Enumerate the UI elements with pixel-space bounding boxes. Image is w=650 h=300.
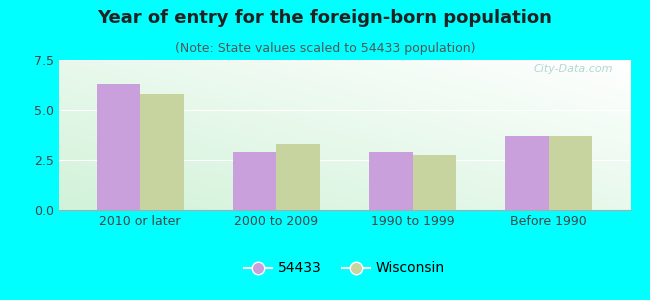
Bar: [233, 152, 276, 210]
Bar: [276, 144, 320, 210]
Legend: 54433, Wisconsin: 54433, Wisconsin: [239, 256, 450, 281]
Bar: [413, 155, 456, 210]
Text: City-Data.com: City-Data.com: [534, 64, 614, 74]
Bar: [505, 136, 549, 210]
Bar: [369, 152, 413, 210]
Text: (Note: State values scaled to 54433 population): (Note: State values scaled to 54433 popu…: [175, 42, 475, 55]
Bar: [97, 84, 140, 210]
Bar: [549, 136, 592, 210]
Bar: [140, 94, 184, 210]
Text: Year of entry for the foreign-born population: Year of entry for the foreign-born popul…: [98, 9, 552, 27]
